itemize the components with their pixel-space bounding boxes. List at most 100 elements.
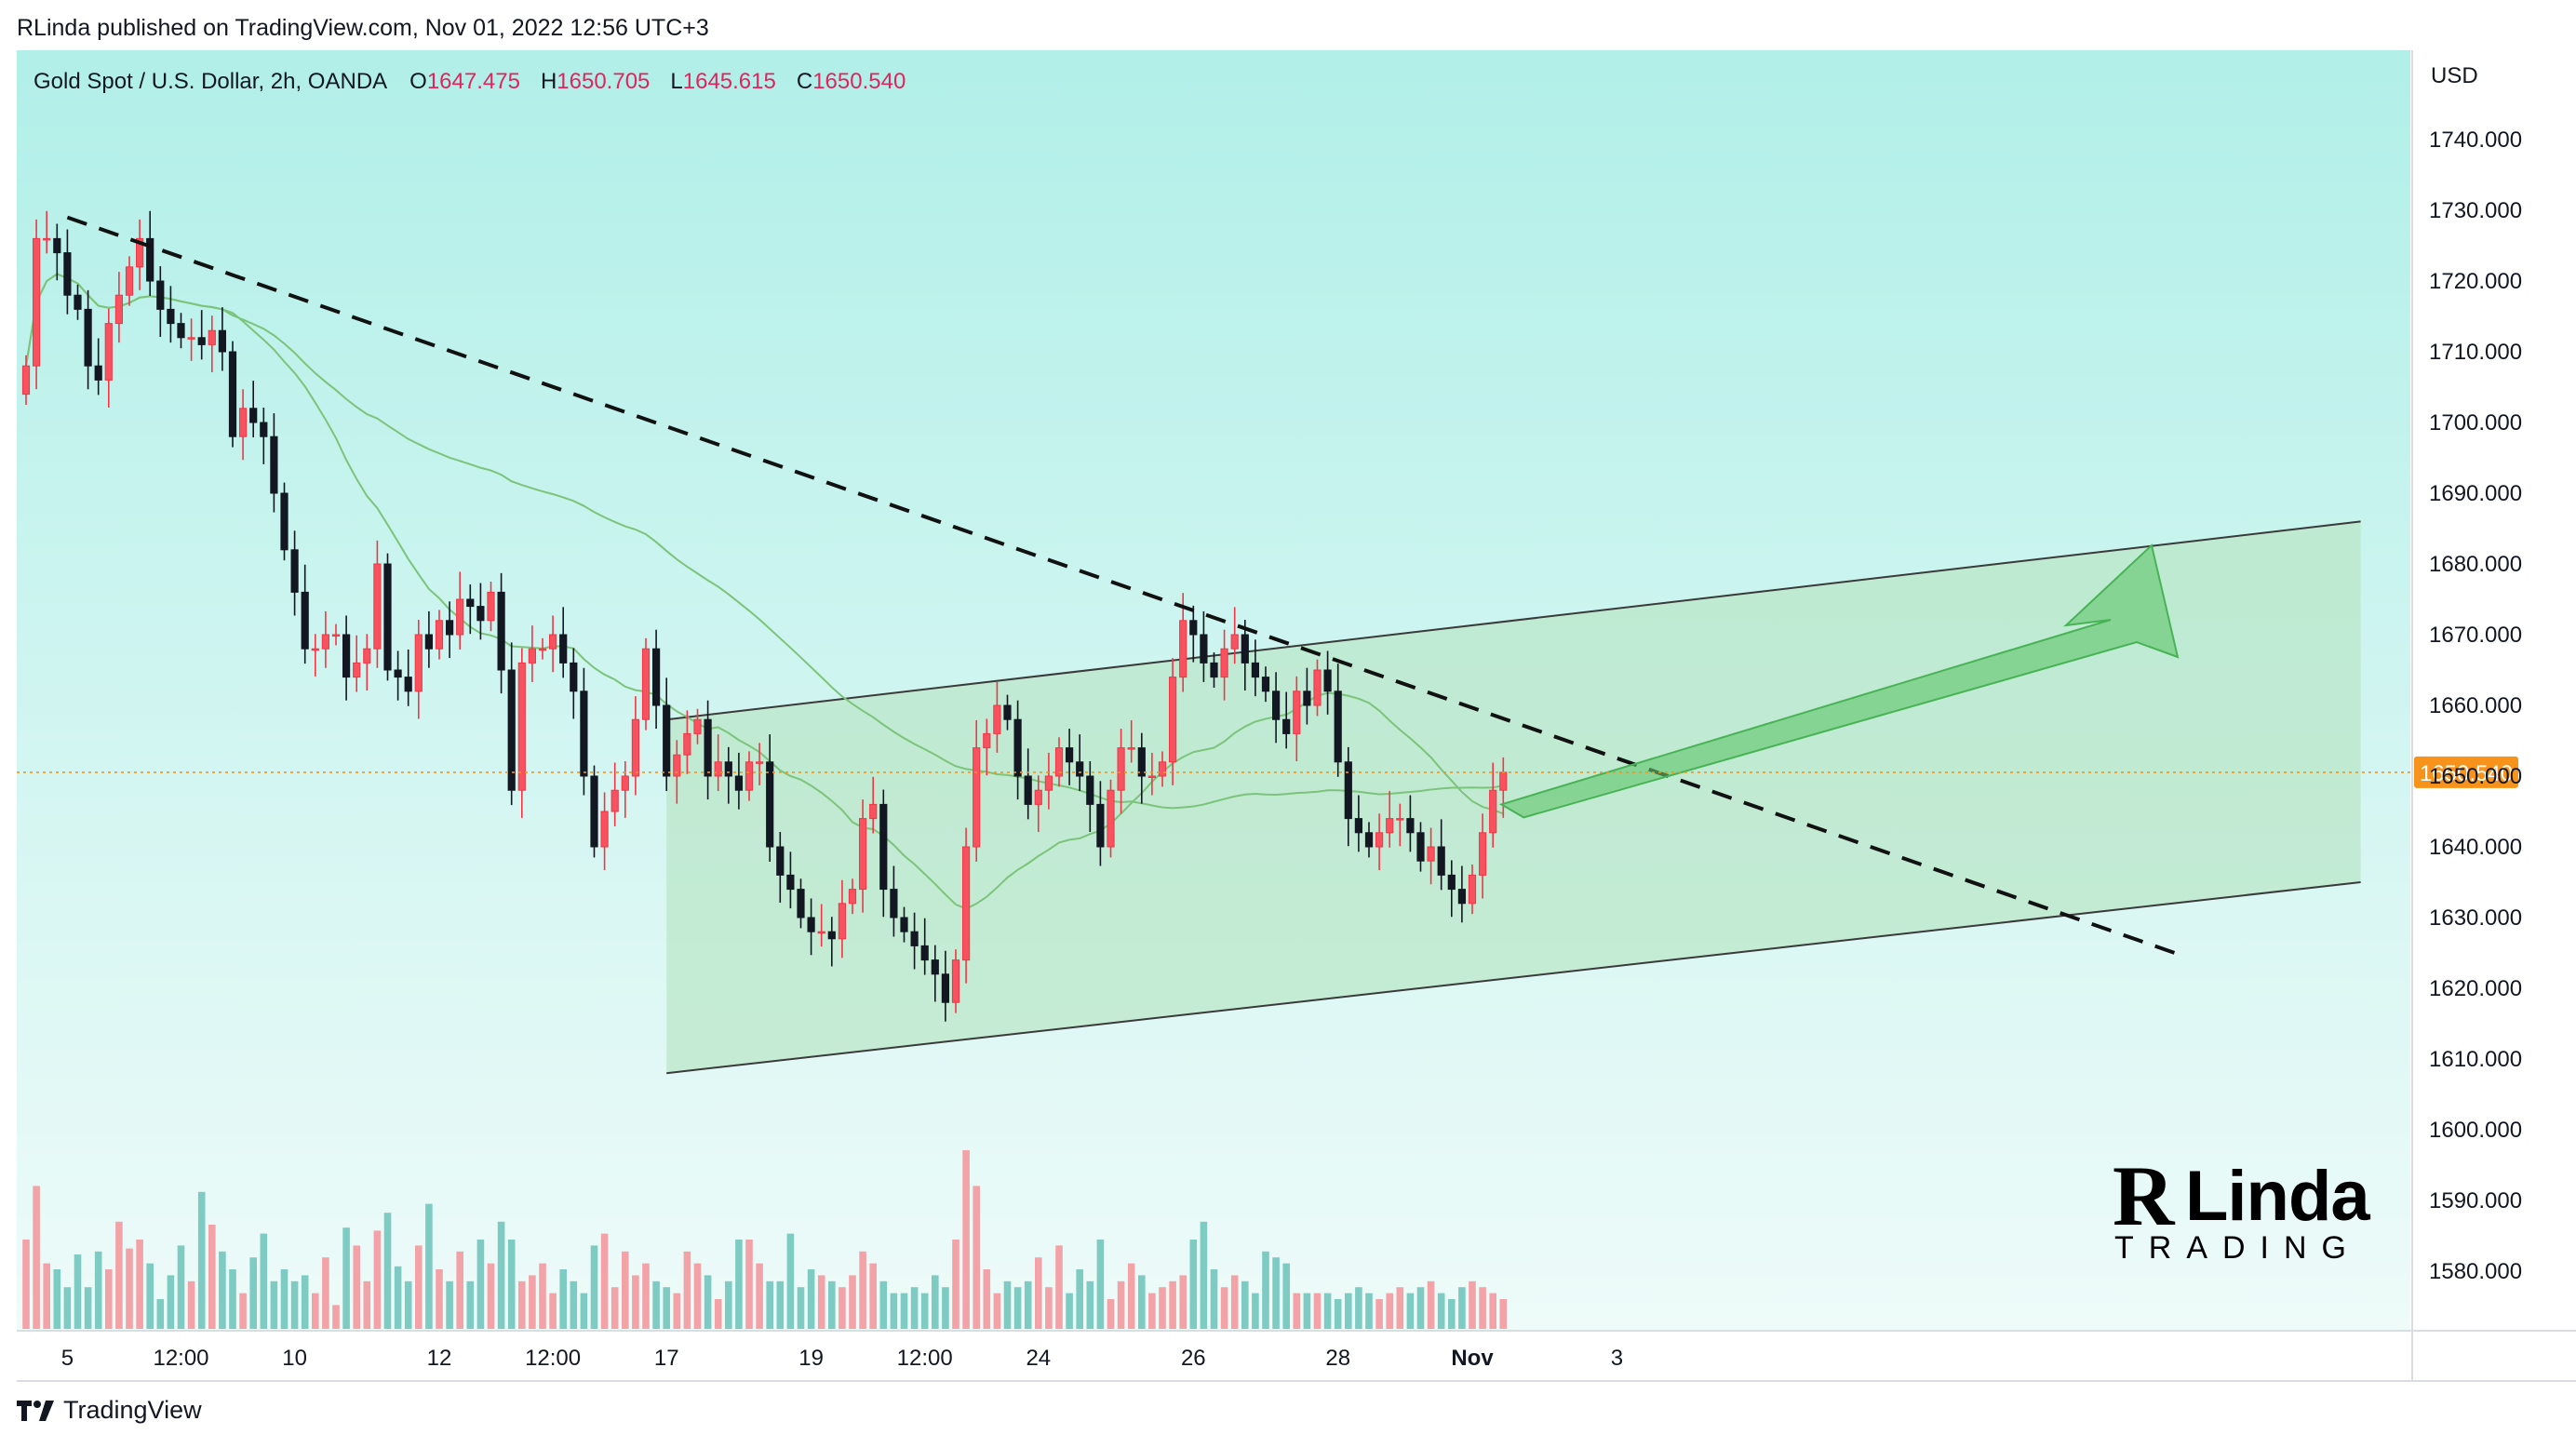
candles xyxy=(21,210,1508,1022)
candle-body xyxy=(311,648,319,651)
volume-bar xyxy=(1375,1299,1383,1329)
candle-body xyxy=(187,337,195,340)
volume-bar xyxy=(1416,1287,1425,1329)
candle-body xyxy=(1479,832,1487,876)
volume-bar xyxy=(53,1269,61,1329)
volume-bar xyxy=(1138,1275,1146,1329)
volume-bar xyxy=(1355,1287,1362,1329)
projection-arrow xyxy=(1498,543,2180,819)
volume-bar xyxy=(446,1280,453,1329)
volume-bar xyxy=(404,1280,412,1329)
candle-body xyxy=(983,732,991,749)
candle-body xyxy=(776,846,785,876)
candle-body xyxy=(373,563,382,650)
candle-body xyxy=(497,591,505,671)
tradingview-footer[interactable]: TradingView xyxy=(17,1396,202,1425)
symbol-name[interactable]: Gold Spot / U.S. Dollar, 2h, OANDA xyxy=(34,69,388,94)
volume-bar xyxy=(859,1251,866,1329)
volume-bar xyxy=(879,1280,888,1329)
candle-body xyxy=(766,761,774,848)
candle-body xyxy=(900,917,908,932)
volume-bar xyxy=(776,1280,785,1329)
volume-bar xyxy=(993,1293,1001,1329)
open-label: O xyxy=(409,69,427,94)
candle-body xyxy=(714,761,722,777)
volume-bar xyxy=(766,1280,773,1329)
candle-body xyxy=(797,889,805,918)
candle-body xyxy=(549,634,557,650)
volume-bar xyxy=(1055,1245,1063,1329)
volume-bar xyxy=(580,1293,588,1329)
candle-body xyxy=(973,747,981,848)
candle-body xyxy=(1323,669,1332,692)
candle-body xyxy=(1076,761,1084,777)
volume-bar xyxy=(1406,1293,1415,1329)
candle-body xyxy=(931,959,939,975)
volume-bar xyxy=(1066,1293,1073,1329)
volume-bar xyxy=(219,1251,226,1329)
x-tick-label: 24 xyxy=(1026,1346,1051,1371)
candle-body xyxy=(1354,818,1363,834)
symbol-legend: Gold Spot / U.S. Dollar, 2h, OANDA O1647… xyxy=(34,69,906,95)
candle-body xyxy=(1282,718,1291,734)
volume-bar xyxy=(725,1280,732,1329)
candle-body xyxy=(1179,620,1187,678)
candle-body xyxy=(890,889,898,918)
volume-bar xyxy=(529,1275,536,1329)
candle-body xyxy=(94,365,102,381)
volume-bar xyxy=(663,1287,670,1329)
volume-bar xyxy=(1076,1269,1083,1329)
volume-bars xyxy=(22,1150,1508,1329)
candle-body xyxy=(920,945,929,961)
candle-body xyxy=(1230,634,1239,650)
candle-body xyxy=(1396,818,1404,821)
volume-bar xyxy=(849,1275,856,1329)
candle-body xyxy=(1364,832,1374,848)
candle-body xyxy=(745,761,754,791)
candle-body xyxy=(1241,634,1249,664)
volume-bar xyxy=(869,1263,877,1329)
candle-body xyxy=(43,237,51,241)
volume-bar xyxy=(642,1263,650,1329)
candle-body xyxy=(1293,690,1301,734)
volume-bar xyxy=(1159,1287,1166,1329)
candle-body xyxy=(1303,690,1311,706)
volume-bar xyxy=(342,1227,350,1329)
volume-bar xyxy=(1469,1280,1476,1329)
volume-bar xyxy=(280,1269,288,1329)
last-price-tag xyxy=(2414,756,2518,788)
volume-bar xyxy=(1282,1263,1290,1329)
volume-bar xyxy=(497,1221,505,1329)
ma-slow-line xyxy=(25,273,1504,810)
candle-body xyxy=(456,598,464,636)
candle-body xyxy=(621,775,629,791)
volume-bar xyxy=(436,1269,443,1329)
volume-bar xyxy=(1323,1293,1332,1329)
candle-body xyxy=(1499,771,1508,791)
x-tick-label: 12:00 xyxy=(897,1346,953,1371)
candle-body xyxy=(869,803,878,820)
volume-bar xyxy=(673,1293,681,1329)
volume-bar xyxy=(1427,1280,1435,1329)
x-tick-label: 28 xyxy=(1325,1346,1350,1371)
candle-body xyxy=(1158,761,1167,777)
candle-body xyxy=(435,620,444,650)
candle-body xyxy=(910,931,919,946)
volume-bar xyxy=(1252,1293,1259,1329)
volume-bar xyxy=(126,1248,133,1329)
candle-body xyxy=(167,308,175,325)
candle-body xyxy=(838,903,846,940)
y-tick-label: 1740.000 xyxy=(2429,127,2522,153)
candle-body xyxy=(1437,846,1445,876)
volume-bar xyxy=(466,1280,475,1329)
y-tick-label: 1670.000 xyxy=(2429,623,2522,648)
candle-body xyxy=(962,846,971,961)
volume-bar xyxy=(973,1186,980,1329)
volume-bar xyxy=(332,1305,340,1329)
volume-bar xyxy=(1303,1293,1311,1329)
y-tick-label: 1630.000 xyxy=(2429,905,2522,931)
volume-bar xyxy=(1345,1293,1352,1329)
volume-bar xyxy=(652,1280,660,1329)
